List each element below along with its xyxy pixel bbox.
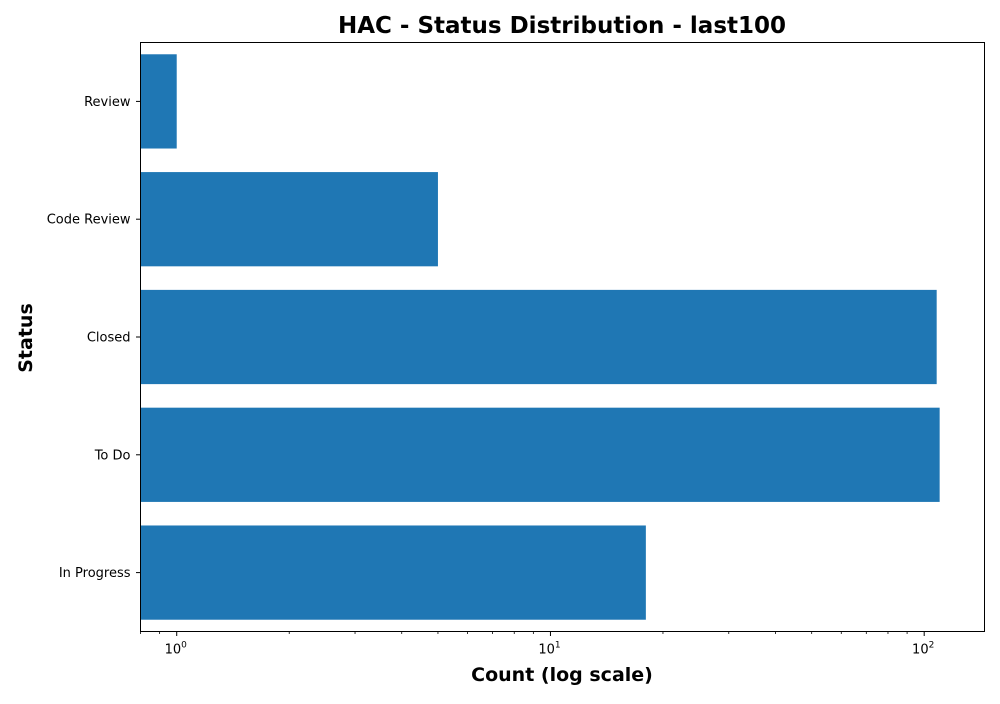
plot-frame [140, 42, 985, 632]
y-tick-label: To Do [94, 448, 131, 463]
chart-title: HAC - Status Distribution - last100 [338, 13, 786, 39]
y-axis-label: Status [15, 303, 37, 373]
bars-layer [140, 54, 940, 620]
y-tick-label: Review [84, 95, 131, 110]
x-tick-label: 100 [165, 641, 188, 658]
bar-in-progress [140, 525, 646, 620]
bar-code-review [140, 172, 438, 267]
x-axis-label: Count (log scale) [471, 664, 653, 686]
y-tick-label: In Progress [59, 566, 131, 581]
bar-review [140, 54, 177, 149]
x-tick-label: 101 [538, 641, 560, 658]
bar-to-do [140, 407, 940, 502]
ticks-layer: In Progress To Do Closed Code Review Review 1… [47, 95, 935, 658]
y-tick-label: Code Review [47, 213, 131, 228]
bar-closed [140, 289, 937, 385]
x-tick-label: 102 [912, 641, 934, 658]
y-tick-label: Closed [87, 331, 131, 346]
